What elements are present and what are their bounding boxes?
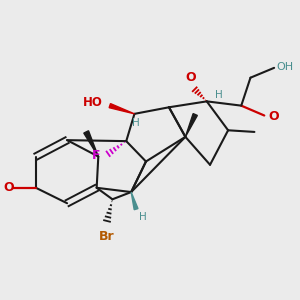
Polygon shape xyxy=(84,131,98,157)
Text: F: F xyxy=(92,149,100,162)
Text: O: O xyxy=(185,70,196,84)
Polygon shape xyxy=(109,103,134,114)
Text: Br: Br xyxy=(99,230,114,243)
Polygon shape xyxy=(185,114,197,137)
Text: H: H xyxy=(215,91,223,100)
Text: O: O xyxy=(4,181,14,194)
Polygon shape xyxy=(131,192,138,210)
Text: OH: OH xyxy=(277,61,294,71)
Text: O: O xyxy=(269,110,280,123)
Text: H: H xyxy=(132,118,139,128)
Text: HO: HO xyxy=(83,96,103,109)
Text: H: H xyxy=(140,212,147,222)
